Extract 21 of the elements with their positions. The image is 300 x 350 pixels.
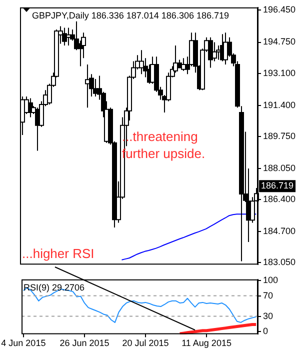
y-tick-label: 100 (263, 274, 278, 285)
y-tick-label: 194.750 (263, 36, 296, 47)
y-tick-label: 189.750 (263, 130, 296, 141)
y-tick-label: 193.100 (263, 68, 296, 78)
annotation: ...higher RSI (22, 246, 94, 262)
y-tick-label: 188.050 (263, 162, 296, 173)
y-tick-label: 30 (263, 310, 274, 321)
x-tick-label: 11 Aug 2015 (182, 338, 232, 348)
y-tick-label: 183.050 (263, 257, 296, 268)
chart-title: RSI(9) 29.2706 (24, 282, 85, 292)
x-tick-label: 4 Jun 2015 (1, 338, 46, 348)
x-tick-label: 26 Jun 2015 (60, 338, 110, 348)
y-tick-label: 186.400 (263, 194, 296, 204)
y-tick-label: 196.450 (263, 4, 296, 15)
chart-title: GBPJPY,Daily 186.336 187.014 186.306 186.719 (32, 10, 229, 20)
y-tick-label: 70 (263, 290, 274, 300)
y-tick-label: 191.400 (263, 100, 296, 110)
x-tick-label: 20 Jul 2015 (122, 338, 169, 348)
y-tick-label: 0 (263, 326, 268, 336)
y-tick-label: 184.700 (263, 226, 296, 236)
text: 186.719 (261, 180, 294, 191)
